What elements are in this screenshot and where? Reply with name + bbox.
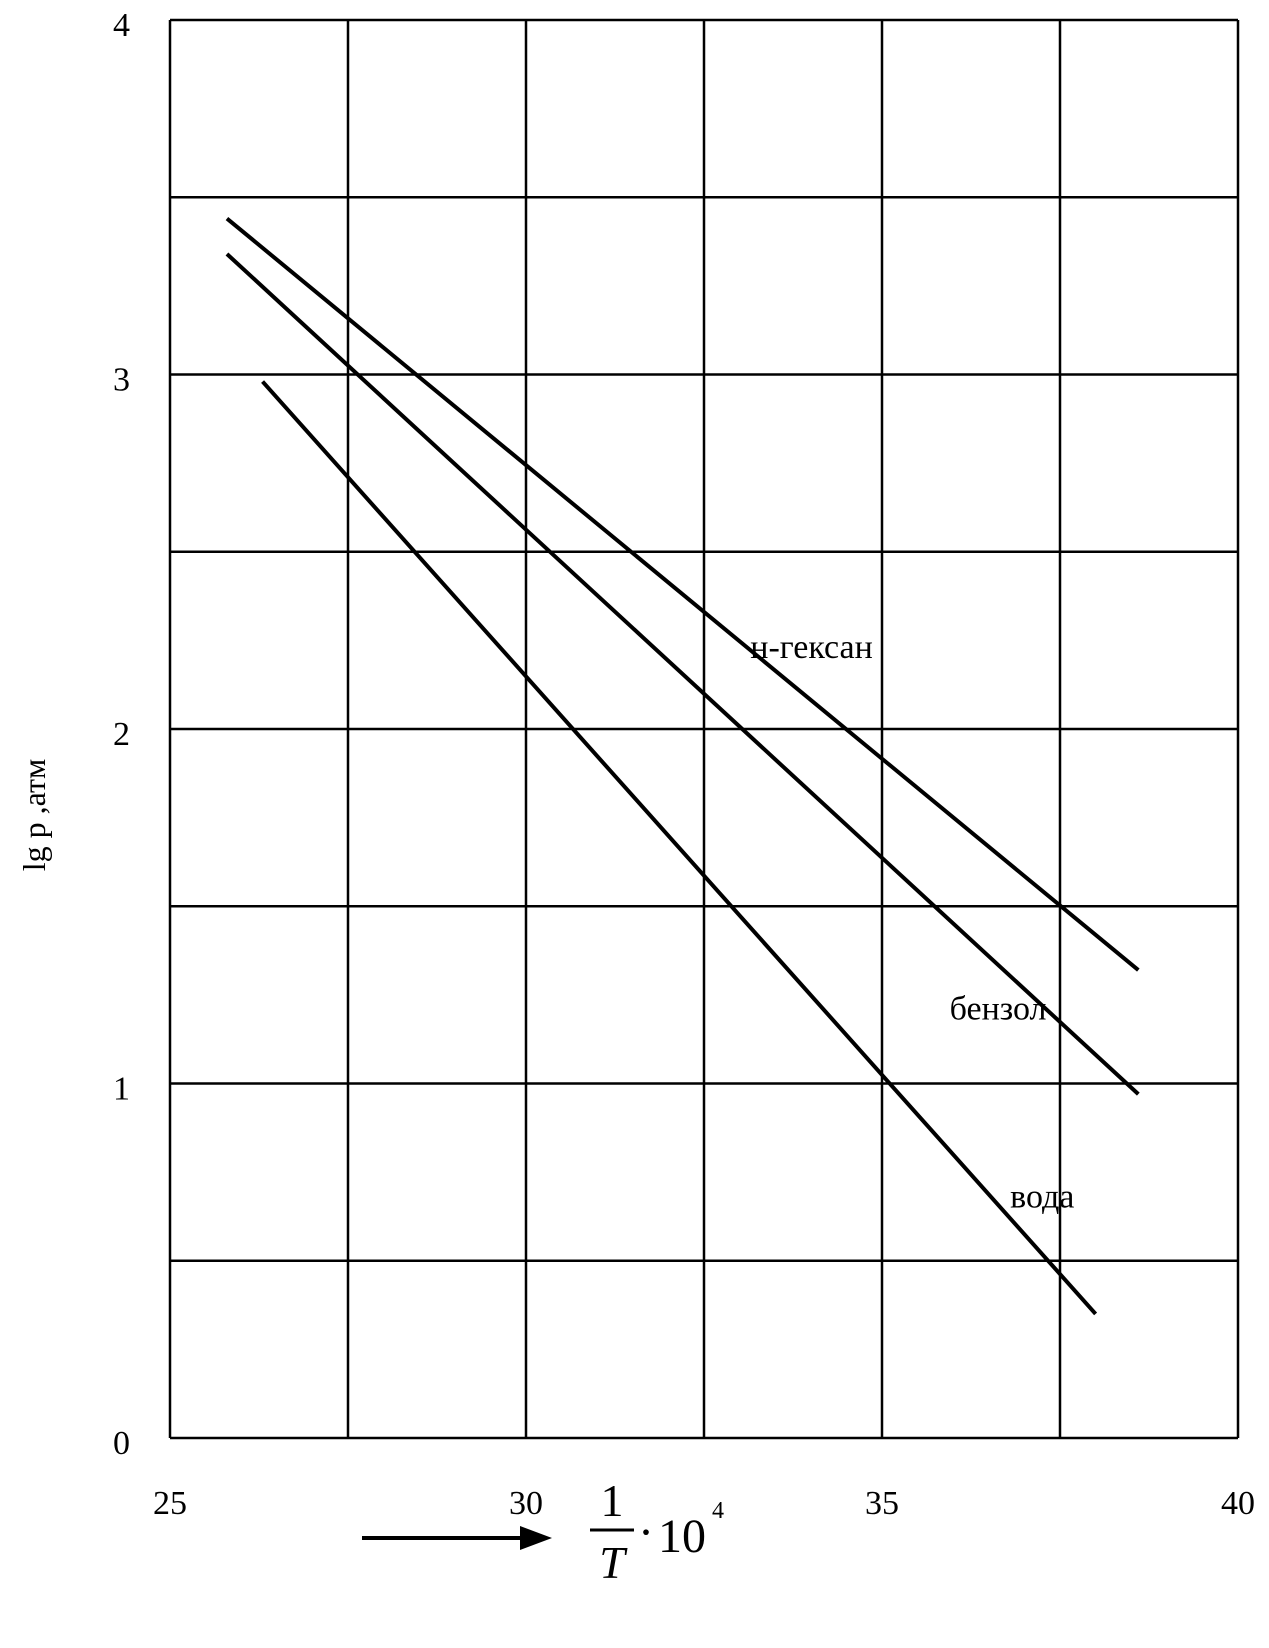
y-tick-label-1: 1 (113, 1071, 130, 1108)
series-lines (225, 216, 1140, 1316)
grid (168, 18, 1240, 1440)
x-axis-arrow-head (520, 1526, 552, 1550)
y-tick-label-2: 2 (113, 716, 130, 753)
x-tick-label-40: 40 (1221, 1485, 1255, 1522)
series-line-н-гексан (225, 216, 1140, 972)
series-labels: н-гексан бензол вода (750, 629, 1074, 1215)
series-label-н-гексан: н-гексан (750, 629, 873, 666)
x-tick-label-30: 30 (509, 1485, 543, 1522)
x-tick-label-35: 35 (865, 1485, 899, 1522)
y-tick-label-0: 0 (113, 1425, 130, 1462)
x-label-exponent: 4 (712, 1498, 724, 1524)
x-label-dot: · (638, 1506, 654, 1559)
series-line-бензол (225, 252, 1140, 1096)
x-tick-label-25: 25 (153, 1485, 187, 1522)
series-line-вода (261, 380, 1098, 1316)
y-axis-label: lg p ,атм (16, 759, 52, 872)
series-label-бензол: бензол (950, 991, 1047, 1028)
y-tick-label-4: 4 (113, 7, 130, 44)
x-label-denominator: T (599, 1537, 628, 1588)
x-axis-label: 1 T · 10 4 (362, 1475, 724, 1588)
series-label-вода: вода (1010, 1179, 1074, 1216)
tick-labels: 25 30 35 40 0 1 2 3 4 (113, 7, 1255, 1522)
x-label-base: 10 (658, 1510, 706, 1563)
y-tick-label-3: 3 (113, 362, 130, 399)
x-label-numerator: 1 (601, 1475, 624, 1526)
